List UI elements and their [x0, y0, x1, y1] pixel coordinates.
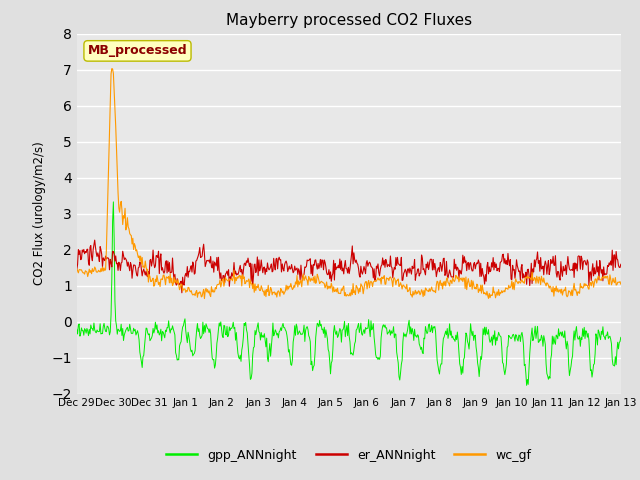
gpp_ANNnight [431, 324, 438, 329]
er_ANNnight [246, 260, 254, 266]
er_ANNnight [73, 266, 81, 272]
gpp_ANNnight [497, 334, 505, 340]
wc_gf [432, 290, 440, 296]
Text: MB_processed: MB_processed [88, 44, 188, 58]
wc_gf [207, 284, 215, 289]
wc_gf [200, 296, 208, 301]
gpp_ANNnight [227, 325, 235, 331]
gpp_ANNnight [523, 383, 531, 388]
er_ANNnight [228, 270, 236, 276]
wc_gf [498, 288, 506, 294]
gpp_ANNnight [109, 199, 117, 205]
er_ANNnight [498, 258, 506, 264]
Line: er_ANNnight: er_ANNnight [77, 240, 621, 293]
er_ANNnight [207, 264, 215, 269]
gpp_ANNnight [73, 326, 81, 332]
er_ANNnight [178, 290, 186, 296]
Y-axis label: CO2 Flux (urology/m2/s): CO2 Flux (urology/m2/s) [33, 142, 46, 286]
wc_gf [246, 277, 254, 283]
wc_gf [565, 288, 573, 294]
Line: wc_gf: wc_gf [77, 69, 621, 299]
gpp_ANNnight [207, 331, 214, 337]
wc_gf [108, 66, 116, 72]
er_ANNnight [565, 262, 573, 267]
er_ANNnight [91, 237, 99, 243]
wc_gf [617, 281, 625, 287]
Title: Mayberry processed CO2 Fluxes: Mayberry processed CO2 Fluxes [226, 13, 472, 28]
er_ANNnight [432, 265, 440, 271]
gpp_ANNnight [617, 335, 625, 340]
wc_gf [228, 276, 236, 282]
er_ANNnight [617, 262, 625, 267]
wc_gf [73, 266, 81, 272]
gpp_ANNnight [565, 361, 573, 367]
Legend: gpp_ANNnight, er_ANNnight, wc_gf: gpp_ANNnight, er_ANNnight, wc_gf [161, 444, 536, 467]
gpp_ANNnight [246, 363, 253, 369]
Line: gpp_ANNnight: gpp_ANNnight [77, 202, 621, 385]
